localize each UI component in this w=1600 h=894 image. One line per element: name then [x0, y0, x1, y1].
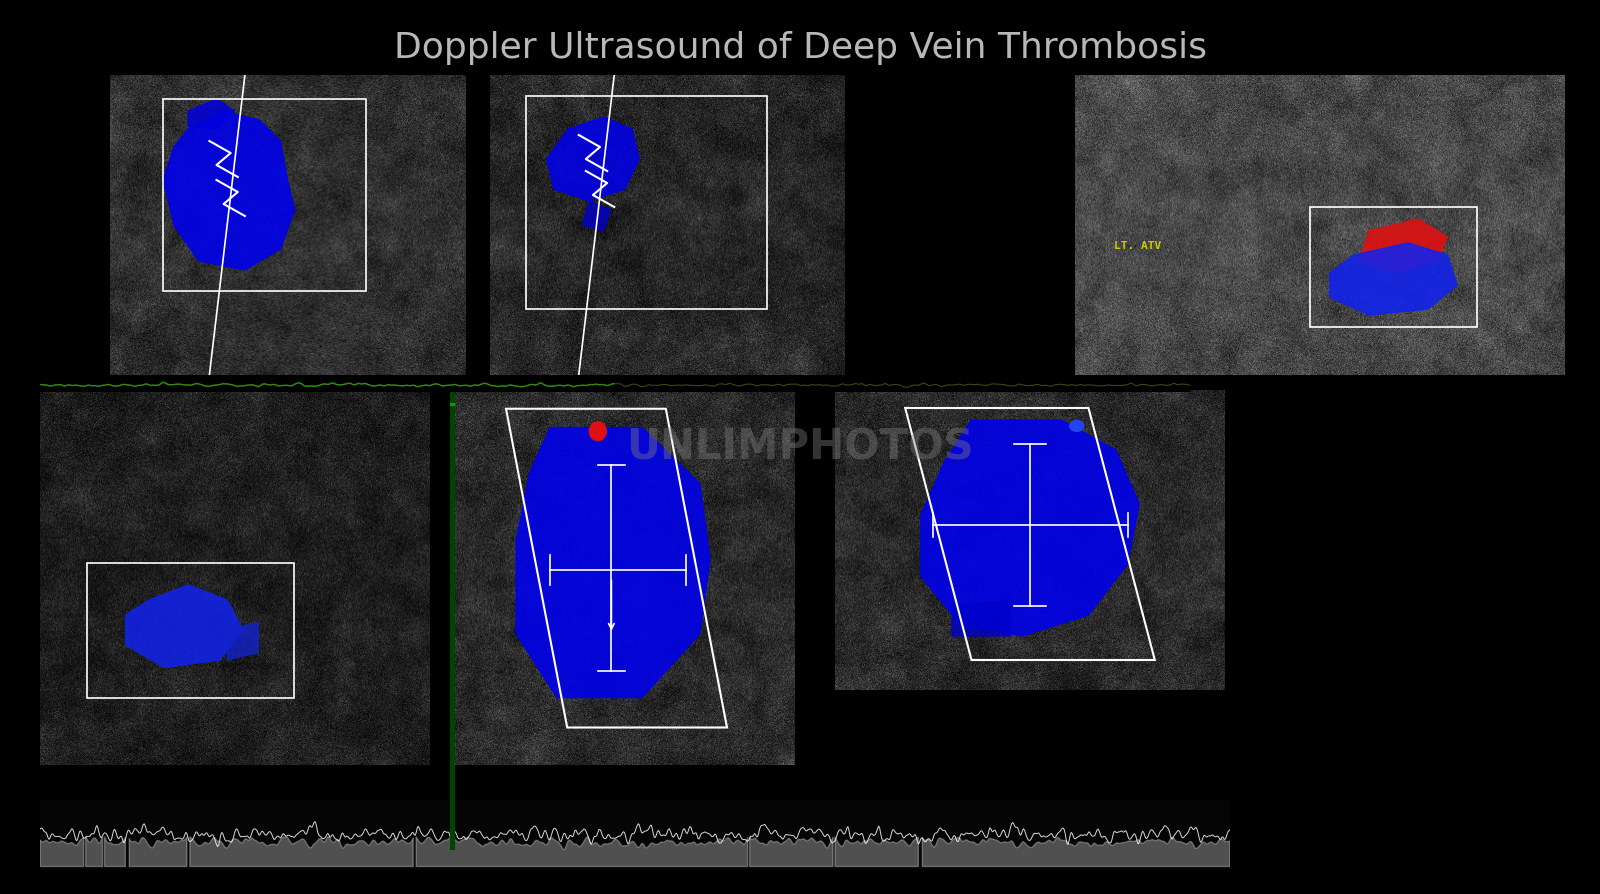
Polygon shape: [517, 427, 710, 697]
Polygon shape: [126, 585, 243, 668]
Polygon shape: [582, 201, 611, 231]
Polygon shape: [922, 420, 1139, 636]
Text: UNLIMPHOTOS: UNLIMPHOTOS: [626, 426, 974, 468]
Polygon shape: [952, 600, 1011, 636]
Text: LT. ATV: LT. ATV: [1114, 241, 1162, 251]
Polygon shape: [189, 99, 234, 129]
Polygon shape: [1330, 243, 1458, 315]
Circle shape: [1070, 420, 1083, 432]
Text: Doppler Ultrasound of Deep Vein Thrombosis: Doppler Ultrasound of Deep Vein Thrombos…: [394, 31, 1206, 65]
Polygon shape: [227, 622, 259, 660]
Polygon shape: [1360, 219, 1448, 273]
Polygon shape: [547, 117, 638, 201]
Polygon shape: [163, 111, 294, 270]
Circle shape: [589, 422, 606, 441]
